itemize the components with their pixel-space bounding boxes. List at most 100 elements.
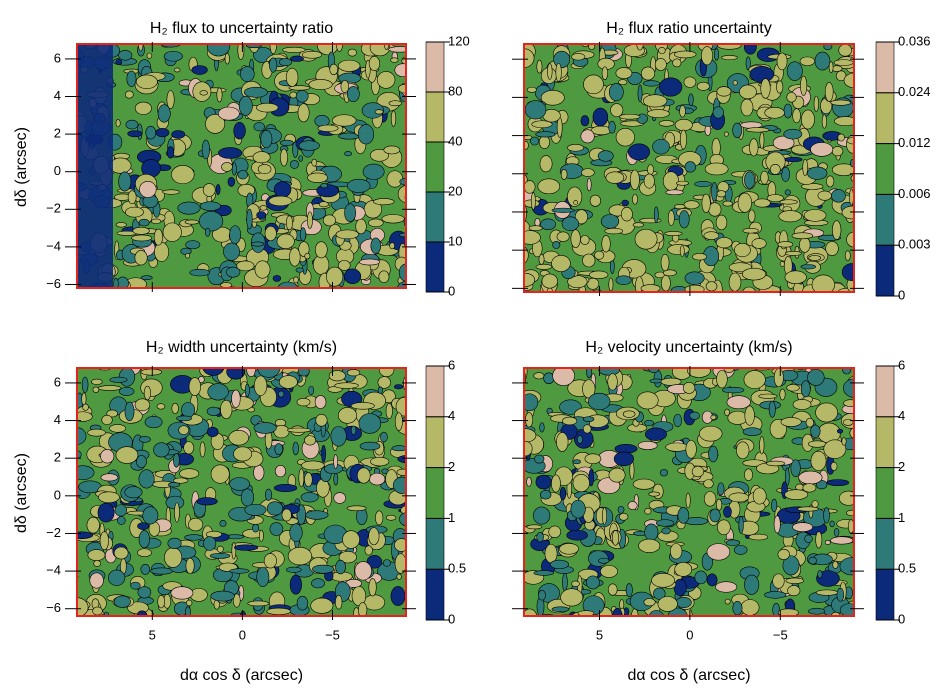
map-blob [528, 225, 543, 231]
map-blob [841, 437, 847, 446]
map-blob [385, 514, 397, 521]
map-blob [201, 139, 211, 160]
map-blob [742, 427, 762, 437]
colorbar-tick-label: 1 [448, 510, 455, 525]
map-blob [617, 505, 625, 514]
map-blob [145, 125, 157, 140]
colorbar-tick-label: 20 [448, 183, 462, 198]
map-blob [637, 84, 643, 103]
panel: 5 0 −5 H₂ velocity uncertainty (km/s) dα cos… [512, 339, 916, 684]
colorbar-segment [425, 91, 445, 143]
map-blob [808, 255, 822, 261]
map-blob [127, 190, 137, 205]
map-blob [355, 218, 367, 235]
map-blob [823, 44, 833, 51]
map-blob [665, 189, 684, 196]
map-blob [582, 253, 596, 268]
map-blob [392, 476, 406, 494]
map-blob [346, 505, 367, 512]
map-blob [244, 383, 250, 398]
map-blob [582, 595, 605, 616]
map-blob [764, 591, 787, 599]
map-blob [842, 368, 852, 375]
map-blob [399, 512, 406, 527]
map-blob [810, 142, 834, 157]
map-blob [808, 556, 817, 565]
map-blob [381, 214, 405, 224]
map-blob [227, 176, 236, 187]
map-blob [836, 587, 845, 602]
map-blob [253, 375, 268, 396]
map-blob [535, 131, 556, 138]
map-blob [632, 478, 656, 490]
map-blob [607, 583, 618, 596]
map-blob [109, 376, 128, 383]
map-blob [338, 260, 351, 271]
map-blob [536, 532, 544, 543]
map-blob [397, 454, 406, 464]
map-blob [733, 545, 748, 555]
map-blob [124, 90, 134, 99]
map-blob [679, 129, 687, 150]
map-blob [717, 44, 742, 50]
map-blob [611, 530, 620, 546]
map-blob [540, 218, 557, 230]
map-blob [209, 552, 231, 559]
map-blob [320, 182, 328, 189]
map-blob [257, 164, 272, 175]
map [77, 368, 406, 616]
map-blob [526, 476, 532, 487]
map-blob [324, 463, 343, 474]
map-blob [659, 469, 669, 477]
map-blob [166, 90, 175, 109]
colorbar-tick-label: 4 [898, 408, 905, 423]
map-blob [334, 382, 359, 389]
map-blob [748, 209, 756, 223]
map-blob [269, 57, 278, 73]
map-blob [377, 386, 383, 394]
map-blob [815, 531, 823, 549]
x-tick-label: 0 [686, 627, 693, 642]
map-blob [118, 171, 132, 192]
map-blob [393, 384, 404, 390]
map-blob [125, 206, 144, 218]
map-blob [306, 211, 313, 229]
colorbar-segment [875, 92, 895, 144]
map-blob [802, 483, 817, 493]
map-blob [358, 413, 382, 434]
map-blob [136, 610, 148, 616]
map-blob [540, 90, 565, 106]
map-blob [752, 487, 767, 505]
map-blob [604, 227, 624, 235]
map-blob [157, 594, 165, 609]
map-blob [588, 44, 596, 50]
map-blob [667, 210, 675, 226]
map-blob [552, 240, 561, 249]
map-blob [530, 192, 536, 210]
map-blob [233, 446, 253, 462]
map-blob [561, 216, 580, 232]
map-blob [655, 519, 675, 527]
colorbar-tick-label: 2 [898, 459, 905, 474]
map-blob [304, 435, 317, 446]
map-blob [815, 479, 828, 490]
map-blob [138, 218, 150, 227]
map-blob [140, 563, 151, 575]
map-blob [572, 473, 590, 493]
map-blob [525, 412, 534, 428]
map [524, 368, 854, 616]
map-blob [142, 506, 159, 525]
map-blob [740, 599, 760, 616]
map-blob [688, 93, 694, 106]
map-blob [329, 63, 339, 76]
map-blob [613, 451, 634, 467]
map-blob [276, 233, 295, 250]
map-blob [723, 131, 729, 137]
colorbar-tick-label: 1 [898, 510, 905, 525]
map-blob [304, 252, 311, 260]
map-blob [567, 143, 584, 152]
map-blob [660, 253, 670, 272]
y-tick-label: 2 [54, 450, 61, 465]
map-blob [374, 109, 384, 115]
map-blob [841, 205, 854, 220]
